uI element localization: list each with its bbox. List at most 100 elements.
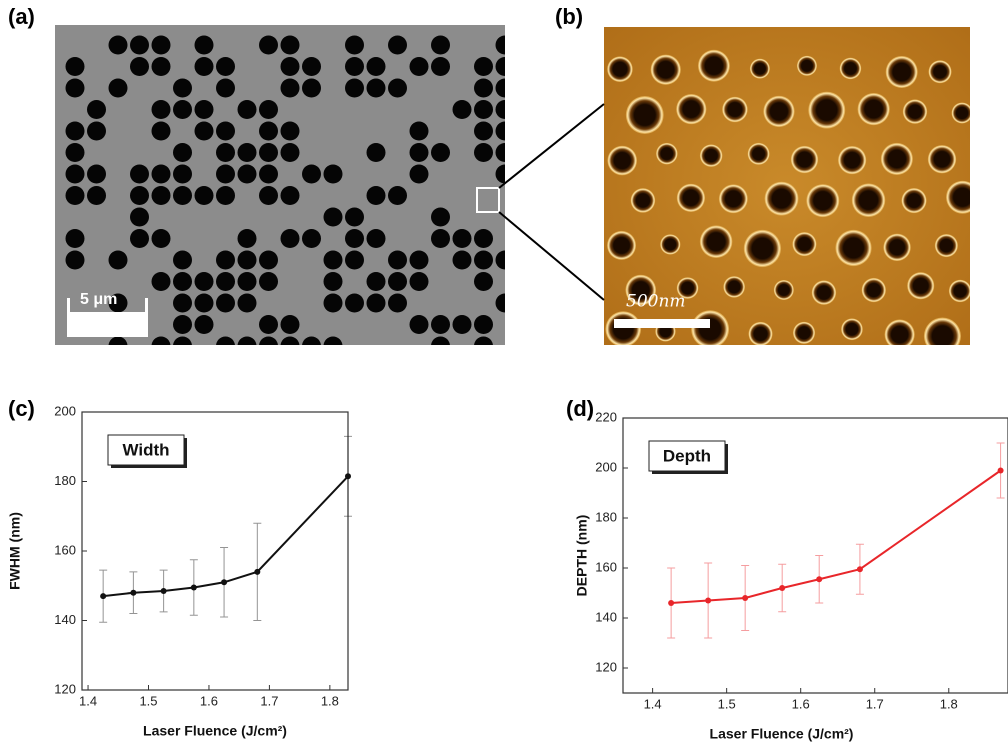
hole — [883, 233, 911, 262]
hole — [259, 121, 278, 141]
hole — [495, 57, 505, 76]
y-tick-label: 120 — [54, 681, 76, 696]
hole — [851, 183, 886, 217]
data-point — [856, 566, 863, 573]
data-point — [254, 568, 261, 575]
data-point — [816, 576, 823, 583]
hole — [87, 164, 106, 184]
hole — [722, 96, 748, 123]
hole — [676, 183, 706, 213]
hole — [173, 186, 192, 205]
hole — [194, 186, 214, 205]
y-tick-label: 160 — [54, 542, 76, 557]
hole — [605, 311, 642, 345]
data-point — [221, 579, 228, 586]
hole — [773, 279, 794, 301]
hole — [656, 142, 678, 165]
hole — [237, 293, 257, 313]
hole — [345, 250, 364, 270]
x-axis-label: Laser Fluence (J/cm²) — [710, 726, 854, 742]
hole — [302, 336, 321, 345]
hole — [474, 250, 493, 270]
hole — [194, 315, 214, 334]
hole — [173, 100, 192, 119]
hole — [676, 94, 707, 125]
hole — [660, 234, 681, 255]
y-tick-label: 180 — [54, 473, 76, 488]
hole — [839, 57, 862, 80]
hole — [280, 57, 300, 76]
hole — [811, 280, 837, 305]
hole — [691, 310, 730, 345]
hole — [259, 250, 278, 270]
hole — [151, 229, 171, 248]
data-point — [160, 587, 167, 594]
hole — [237, 272, 257, 291]
hole — [388, 35, 407, 55]
hole — [65, 121, 85, 141]
data-line — [671, 469, 1002, 604]
x-tick-label: 1.8 — [940, 696, 958, 711]
hole — [108, 250, 128, 270]
y-tick-label: 140 — [595, 609, 617, 624]
hole — [302, 164, 321, 184]
hole — [431, 35, 450, 55]
hole — [323, 250, 343, 270]
annotation: Depth — [663, 446, 711, 465]
hole — [345, 35, 364, 55]
hole — [130, 57, 149, 76]
hole — [237, 100, 257, 119]
hole — [345, 207, 364, 227]
hole — [676, 277, 699, 299]
hole — [885, 55, 918, 89]
panel-label: (c) — [8, 396, 35, 421]
hole — [837, 145, 867, 175]
hole — [259, 336, 278, 345]
hole — [237, 336, 257, 345]
hole — [495, 35, 505, 55]
hole — [474, 57, 493, 76]
hole — [130, 207, 149, 227]
x-tick-label: 1.7 — [866, 696, 884, 711]
hole — [474, 336, 493, 345]
hole — [409, 315, 429, 334]
hole — [151, 336, 171, 345]
scale-label: 5 μm — [80, 291, 117, 308]
hole — [194, 57, 214, 76]
hole — [388, 78, 407, 98]
hole — [861, 277, 886, 303]
hole — [452, 100, 472, 119]
hole — [151, 100, 171, 119]
hole — [409, 57, 429, 76]
hole — [216, 293, 235, 313]
hole — [130, 164, 149, 184]
hole — [495, 164, 505, 184]
hole — [747, 142, 770, 165]
hole — [431, 229, 450, 248]
x-tick-label: 1.4 — [644, 696, 662, 711]
hole — [237, 229, 257, 248]
hole — [431, 57, 450, 76]
hole — [796, 55, 817, 76]
hole — [194, 272, 214, 291]
hole — [65, 250, 85, 270]
hole — [65, 229, 85, 248]
scale-label: 500nm — [626, 292, 686, 312]
afm-image — [604, 27, 970, 345]
hole — [749, 58, 770, 79]
hole — [792, 232, 817, 257]
data-point — [130, 589, 137, 596]
hole — [345, 229, 364, 248]
hole — [151, 272, 171, 291]
hole — [65, 143, 85, 162]
scale-bar — [67, 312, 148, 337]
hole — [431, 207, 450, 227]
hole — [907, 272, 935, 300]
y-axis-label: DEPTH (nm) — [574, 515, 590, 597]
hole — [495, 293, 505, 313]
hole — [880, 142, 913, 175]
hole — [474, 143, 493, 162]
hole — [237, 164, 257, 184]
hole — [280, 143, 300, 162]
